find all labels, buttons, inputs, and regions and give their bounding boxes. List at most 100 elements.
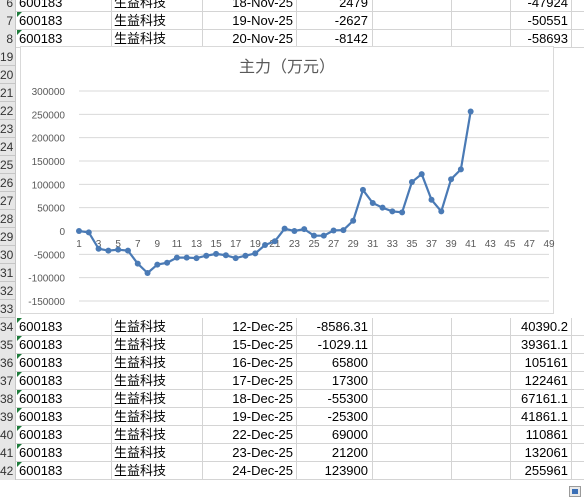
cell-date[interactable]: 16-Dec-25: [232, 355, 293, 370]
cell-name[interactable]: 生益科技: [114, 409, 167, 424]
cell-value[interactable]: -1029.11: [317, 337, 368, 352]
cell-code[interactable]: 600183: [19, 337, 63, 352]
cell-date[interactable]: 19-Dec-25: [232, 409, 293, 424]
cell-code[interactable]: 600183: [19, 319, 63, 334]
cell-value[interactable]: 21200: [331, 445, 368, 460]
row-number[interactable]: 28: [0, 210, 16, 228]
table-row[interactable]: 42 600183 生益科技 24-Dec-25 123900 255961: [0, 462, 584, 480]
cell-cumulative[interactable]: 255961: [524, 463, 568, 478]
row-number[interactable]: 39: [0, 408, 16, 426]
cell-name[interactable]: 生益科技: [114, 427, 167, 442]
cell-value[interactable]: -25300: [327, 409, 368, 424]
cell-code[interactable]: 600183: [19, 427, 63, 442]
table-row[interactable]: 40 600183 生益科技 22-Dec-25 69000 110861: [0, 426, 584, 444]
cell-cumulative[interactable]: 122461: [524, 373, 568, 388]
cell-value[interactable]: 69000: [331, 427, 368, 442]
cell-value[interactable]: 65800: [331, 355, 368, 370]
cell-date[interactable]: 12-Dec-25: [232, 319, 293, 334]
cell-cumulative[interactable]: 41861.1: [521, 409, 568, 424]
cell-code[interactable]: 600183: [19, 463, 63, 478]
cell-value[interactable]: -2627: [334, 13, 368, 28]
row-number[interactable]: 36: [0, 354, 16, 372]
row-number[interactable]: 21: [0, 84, 16, 102]
cell-value[interactable]: -8142: [334, 31, 368, 46]
cell-cumulative[interactable]: 40390.2: [521, 319, 568, 334]
cell-cumulative[interactable]: -47924: [527, 0, 568, 10]
cell-value[interactable]: 123900: [324, 463, 368, 478]
cell-date[interactable]: 19-Nov-25: [232, 13, 293, 28]
cell-cumulative[interactable]: 39361.1: [521, 337, 568, 352]
sheet-view-icon[interactable]: [569, 486, 581, 497]
row-number[interactable]: 35: [0, 336, 16, 354]
cell-code[interactable]: 600183: [19, 373, 63, 388]
row-number[interactable]: 33: [0, 300, 16, 318]
table-row[interactable]: 6 600183 生益科技 18-Nov-25 2479 -47924: [0, 0, 584, 12]
row-number[interactable]: 32: [0, 282, 16, 300]
cell-name[interactable]: 生益科技: [114, 13, 167, 28]
row-number[interactable]: 42: [0, 462, 16, 480]
table-row[interactable]: 41 600183 生益科技 23-Dec-25 21200 132061: [0, 444, 584, 462]
cell-date[interactable]: 18-Dec-25: [232, 391, 293, 406]
cell-code[interactable]: 600183: [19, 13, 63, 28]
row-number[interactable]: 24: [0, 138, 16, 156]
cell-date[interactable]: 15-Dec-25: [232, 337, 293, 352]
row-number[interactable]: 19: [0, 48, 16, 66]
row-number[interactable]: 8: [0, 30, 16, 48]
row-number[interactable]: 31: [0, 264, 16, 282]
cell-value[interactable]: -8586.31: [316, 319, 368, 334]
row-number[interactable]: 40: [0, 426, 16, 444]
row-number[interactable]: 37: [0, 372, 16, 390]
cell-date[interactable]: 24-Dec-25: [232, 463, 293, 478]
cell-date[interactable]: 20-Nov-25: [232, 31, 293, 46]
row-number[interactable]: 30: [0, 246, 16, 264]
row-number[interactable]: 6: [0, 0, 16, 12]
cell-name[interactable]: 生益科技: [114, 31, 167, 46]
table-row[interactable]: 39 600183 生益科技 19-Dec-25 -25300 41861.1: [0, 408, 584, 426]
table-row[interactable]: 34 600183 生益科技 12-Dec-25 -8586.31 40390.2: [0, 318, 584, 336]
cell-code[interactable]: 600183: [19, 0, 63, 10]
cell-name[interactable]: 生益科技: [114, 373, 167, 388]
cell-code[interactable]: 600183: [19, 409, 63, 424]
cell-date[interactable]: 18-Nov-25: [232, 0, 293, 10]
row-number[interactable]: 25: [0, 156, 16, 174]
cell-cumulative[interactable]: 132061: [524, 445, 568, 460]
cell-code[interactable]: 600183: [19, 31, 63, 46]
row-number[interactable]: 7: [0, 12, 16, 30]
cell-cumulative[interactable]: 110861: [525, 427, 568, 442]
cell-name[interactable]: 生益科技: [114, 0, 167, 10]
cell-name[interactable]: 生益科技: [114, 391, 167, 406]
cell-name[interactable]: 生益科技: [114, 319, 167, 334]
row-number[interactable]: 34: [0, 318, 16, 336]
cell-cumulative[interactable]: 105161: [524, 355, 568, 370]
cell-value[interactable]: -55300: [327, 391, 368, 406]
cell-name[interactable]: 生益科技: [114, 463, 167, 478]
row-number[interactable]: 29: [0, 228, 16, 246]
cell-date[interactable]: 17-Dec-25: [232, 373, 293, 388]
cell-value[interactable]: 2479: [339, 0, 368, 10]
cell-name[interactable]: 生益科技: [114, 337, 167, 352]
cell-cumulative[interactable]: 67161.1: [521, 391, 568, 406]
cell-code[interactable]: 600183: [19, 355, 63, 370]
row-number[interactable]: 26: [0, 174, 16, 192]
table-row[interactable]: 36 600183 生益科技 16-Dec-25 65800 105161: [0, 354, 584, 372]
table-row[interactable]: 35 600183 生益科技 15-Dec-25 -1029.11 39361.1: [0, 336, 584, 354]
chart[interactable]: 主力（万元） 300000 250000 200000 150000 100000 500…: [20, 46, 555, 314]
row-number[interactable]: 23: [0, 120, 16, 138]
cell-name[interactable]: 生益科技: [114, 445, 167, 460]
row-number[interactable]: 27: [0, 192, 16, 210]
cell-date[interactable]: 22-Dec-25: [232, 427, 293, 442]
cell-cumulative[interactable]: -50551: [527, 13, 568, 28]
row-number[interactable]: 41: [0, 444, 16, 462]
row-number[interactable]: 38: [0, 390, 16, 408]
cell-code[interactable]: 600183: [19, 391, 63, 406]
cell-code[interactable]: 600183: [19, 445, 63, 460]
table-row[interactable]: 37 600183 生益科技 17-Dec-25 17300 122461: [0, 372, 584, 390]
cell-date[interactable]: 23-Dec-25: [232, 445, 293, 460]
table-row[interactable]: 38 600183 生益科技 18-Dec-25 -55300 67161.1: [0, 390, 584, 408]
cell-value[interactable]: 17300: [331, 373, 368, 388]
cell-cumulative[interactable]: -58693: [527, 31, 568, 46]
cell-name[interactable]: 生益科技: [114, 355, 167, 370]
table-row[interactable]: 7 600183 生益科技 19-Nov-25 -2627 -50551: [0, 12, 584, 30]
row-number[interactable]: 22: [0, 102, 16, 120]
row-number[interactable]: 20: [0, 66, 16, 84]
